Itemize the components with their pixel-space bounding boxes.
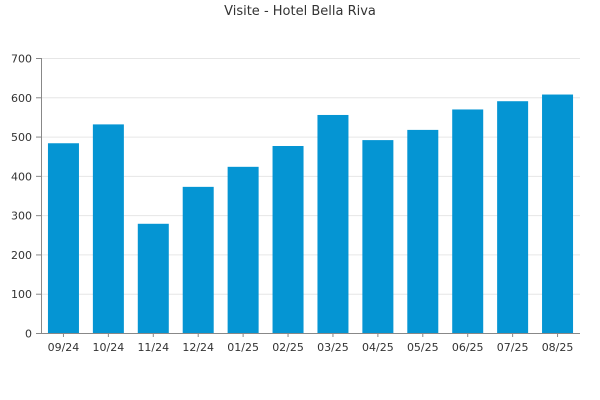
x-axis-ticks: 09/24 10/24 11/24 12/24 01/25 02/25 03/25 04/25… [48, 333, 574, 354]
x-tick-label: 03/25 [317, 341, 349, 354]
x-tick-label: 12/24 [182, 341, 214, 354]
bar-10-24[interactable] [92, 124, 124, 334]
y-tick-label: 300 [11, 210, 32, 223]
y-tick-label: 700 [11, 53, 32, 66]
x-tick-label: 10/24 [93, 341, 125, 354]
y-tick-label: 200 [11, 249, 32, 262]
x-tick-label: 09/24 [48, 341, 80, 354]
bar-01-25[interactable] [227, 166, 259, 333]
x-tick-label: 07/25 [497, 341, 529, 354]
chart-title: Visite - Hotel Bella Riva [224, 4, 376, 19]
y-tick-label: 0 [25, 328, 32, 341]
bar-09-24[interactable] [47, 143, 79, 333]
bar-11-24[interactable] [137, 223, 169, 333]
x-tick-label: 02/25 [272, 341, 304, 354]
y-tick-label: 600 [11, 92, 32, 105]
x-tick-label: 05/25 [407, 341, 439, 354]
y-tick-label: 100 [11, 288, 32, 301]
grid-lines [41, 58, 580, 295]
bar-08-25[interactable] [542, 94, 574, 334]
bar-05-25[interactable] [407, 129, 439, 333]
bar-12-24[interactable] [182, 186, 214, 333]
x-tick-label: 06/25 [452, 341, 484, 354]
y-tick-label: 500 [11, 131, 32, 144]
bar-04-25[interactable] [362, 140, 394, 333]
y-axis-ticks: 0 100 200 300 400 500 600 700 [11, 53, 41, 341]
axes [41, 58, 580, 334]
x-tick-label: 08/25 [542, 341, 574, 354]
bar-03-25[interactable] [317, 114, 349, 333]
bar-02-25[interactable] [272, 146, 304, 333]
bars [47, 94, 574, 334]
bar-07-25[interactable] [497, 101, 529, 333]
x-tick-label: 01/25 [227, 341, 259, 354]
y-tick-label: 400 [11, 170, 32, 183]
bar-06-25[interactable] [452, 109, 484, 333]
x-tick-label: 04/25 [362, 341, 394, 354]
x-tick-label: 11/24 [137, 341, 169, 354]
